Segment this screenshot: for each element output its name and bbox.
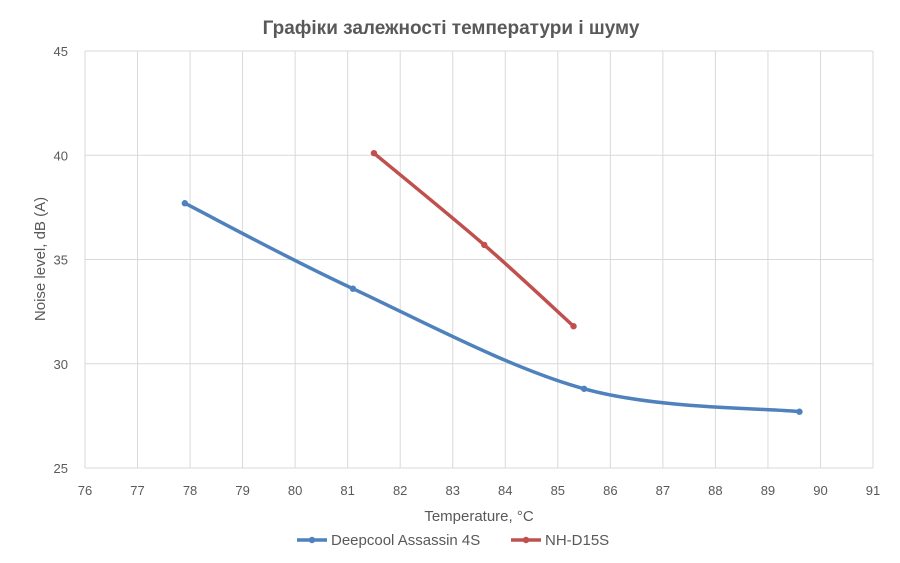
data-point: [570, 323, 577, 330]
x-tick-label: 82: [393, 483, 407, 498]
legend-swatch-marker: [522, 536, 530, 544]
x-tick-label: 77: [130, 483, 144, 498]
x-tick-label: 88: [708, 483, 722, 498]
series-line: [183, 201, 802, 414]
data-point: [796, 408, 803, 415]
x-tick-label: 83: [445, 483, 459, 498]
y-axis-label: Noise level, dB (A): [32, 197, 49, 321]
data-point: [370, 149, 378, 157]
y-tick-label: 35: [54, 253, 68, 268]
series-layer: [181, 149, 803, 415]
x-tick-label: 79: [235, 483, 249, 498]
legend-label: NH-D15S: [545, 532, 609, 549]
x-tick-label: 80: [288, 483, 302, 498]
tick-labels: 76 77 78 79 80 81 82 83 84 85 86 87 88 89 90 91 25 30 35 40…: [54, 44, 881, 498]
y-tick-label: 45: [54, 44, 68, 59]
x-axis-label: Temperature, °C: [424, 508, 534, 525]
x-tick-label: 81: [340, 483, 354, 498]
x-tick-label: 89: [761, 483, 775, 498]
data-point: [481, 241, 488, 249]
x-tick-label: 86: [603, 483, 617, 498]
x-tick-label: 76: [78, 483, 92, 498]
y-tick-label: 40: [54, 148, 68, 163]
data-point: [181, 200, 189, 207]
series-2: [370, 149, 577, 330]
gridlines: [84, 50, 874, 469]
legend: Deepcool Assassin 4S NH-D15S: [297, 532, 609, 549]
x-tick-label: 87: [656, 483, 670, 498]
y-tick-label: 25: [54, 461, 68, 476]
x-tick-label: 78: [183, 483, 197, 498]
y-tick-label: 30: [54, 357, 68, 372]
legend-label: Deepcool Assassin 4S: [331, 532, 480, 549]
series-1: [181, 200, 803, 415]
legend-swatch-marker: [308, 536, 316, 544]
x-tick-label: 84: [498, 483, 512, 498]
x-tick-label: 85: [551, 483, 565, 498]
data-point: [349, 285, 357, 292]
data-point: [580, 385, 588, 392]
legend-item-2: NH-D15S: [511, 532, 609, 549]
x-tick-label: 91: [866, 483, 880, 498]
x-tick-label: 90: [813, 483, 827, 498]
chart-title: Графіки залежності температури і шуму: [263, 18, 640, 39]
legend-item-1: Deepcool Assassin 4S: [297, 532, 480, 549]
